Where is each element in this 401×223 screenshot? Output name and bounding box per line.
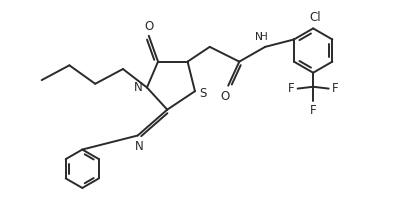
Text: O: O [221,90,230,103]
Text: F: F [310,105,316,118]
Text: F: F [288,82,294,95]
Text: S: S [199,87,207,99]
Text: N: N [134,81,142,94]
Text: H: H [260,32,268,42]
Text: O: O [144,20,154,33]
Text: Cl: Cl [309,11,321,24]
Text: N: N [255,32,263,42]
Text: N: N [135,140,144,153]
Text: F: F [332,82,338,95]
